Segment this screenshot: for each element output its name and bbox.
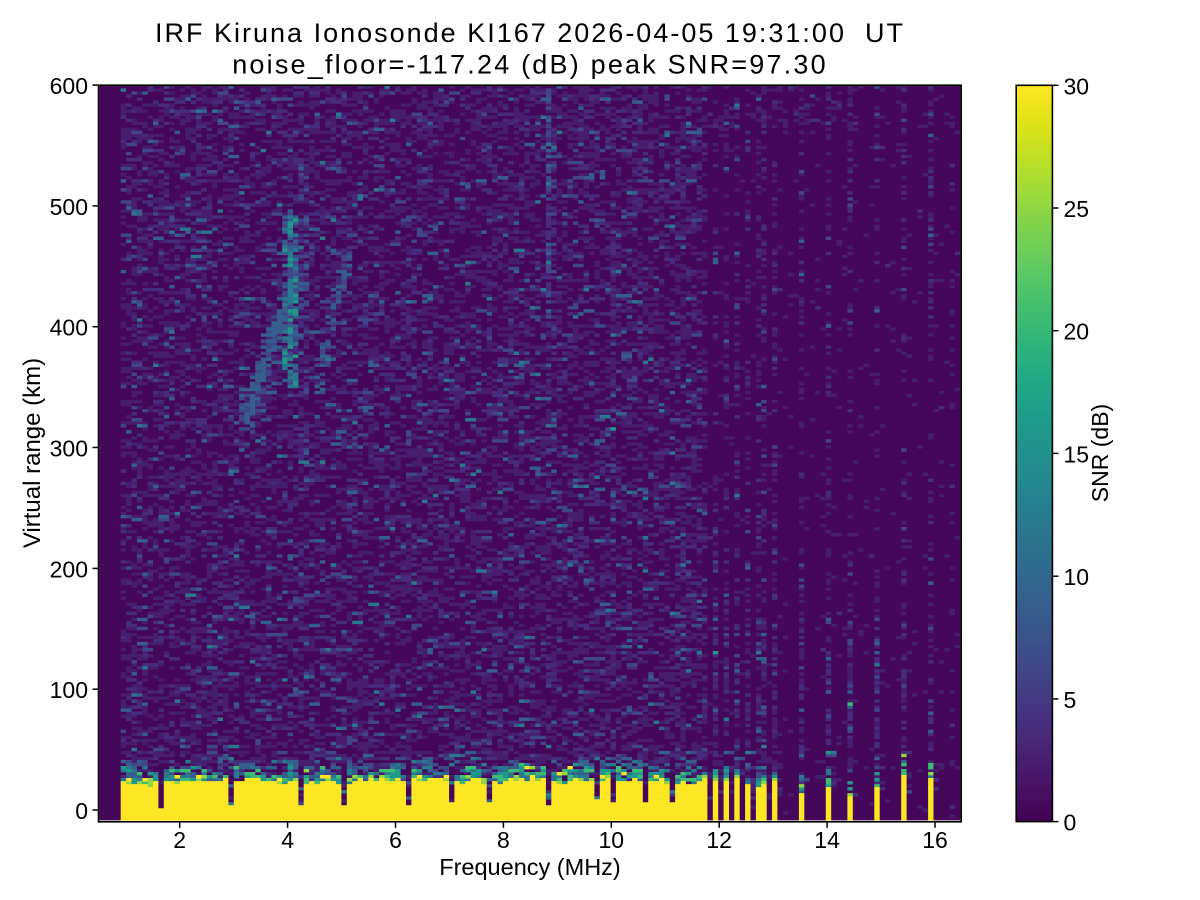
svg-text:0: 0 bbox=[1064, 810, 1077, 836]
svg-text:0: 0 bbox=[75, 798, 88, 824]
svg-text:14: 14 bbox=[814, 827, 840, 853]
svg-text:noise_floor=-117.24 (dB) peak: noise_floor=-117.24 (dB) peak SNR=97.30 bbox=[232, 50, 828, 80]
svg-text:12: 12 bbox=[706, 827, 732, 853]
svg-text:100: 100 bbox=[50, 677, 88, 703]
svg-text:16: 16 bbox=[922, 827, 948, 853]
svg-text:4: 4 bbox=[281, 827, 294, 853]
svg-text:8: 8 bbox=[497, 827, 510, 853]
svg-text:10: 10 bbox=[599, 827, 625, 853]
svg-text:20: 20 bbox=[1064, 319, 1090, 345]
svg-text:15: 15 bbox=[1064, 441, 1090, 467]
svg-text:IRF Kiruna Ionosonde KI167 202: IRF Kiruna Ionosonde KI167 2026-04-05 19… bbox=[155, 18, 905, 48]
svg-text:300: 300 bbox=[50, 436, 88, 462]
svg-text:600: 600 bbox=[50, 73, 88, 99]
svg-text:Virtual range (km): Virtual range (km) bbox=[19, 358, 46, 548]
svg-text:400: 400 bbox=[50, 315, 88, 341]
svg-text:30: 30 bbox=[1064, 73, 1090, 99]
svg-text:Frequency (MHz): Frequency (MHz) bbox=[439, 854, 621, 880]
svg-text:10: 10 bbox=[1064, 564, 1090, 590]
svg-text:6: 6 bbox=[389, 827, 402, 853]
svg-text:200: 200 bbox=[50, 556, 88, 582]
svg-text:2: 2 bbox=[173, 827, 186, 853]
svg-text:25: 25 bbox=[1064, 196, 1090, 222]
svg-text:500: 500 bbox=[50, 194, 88, 220]
svg-text:5: 5 bbox=[1064, 687, 1077, 713]
svg-text:SNR (dB): SNR (dB) bbox=[1087, 404, 1113, 502]
